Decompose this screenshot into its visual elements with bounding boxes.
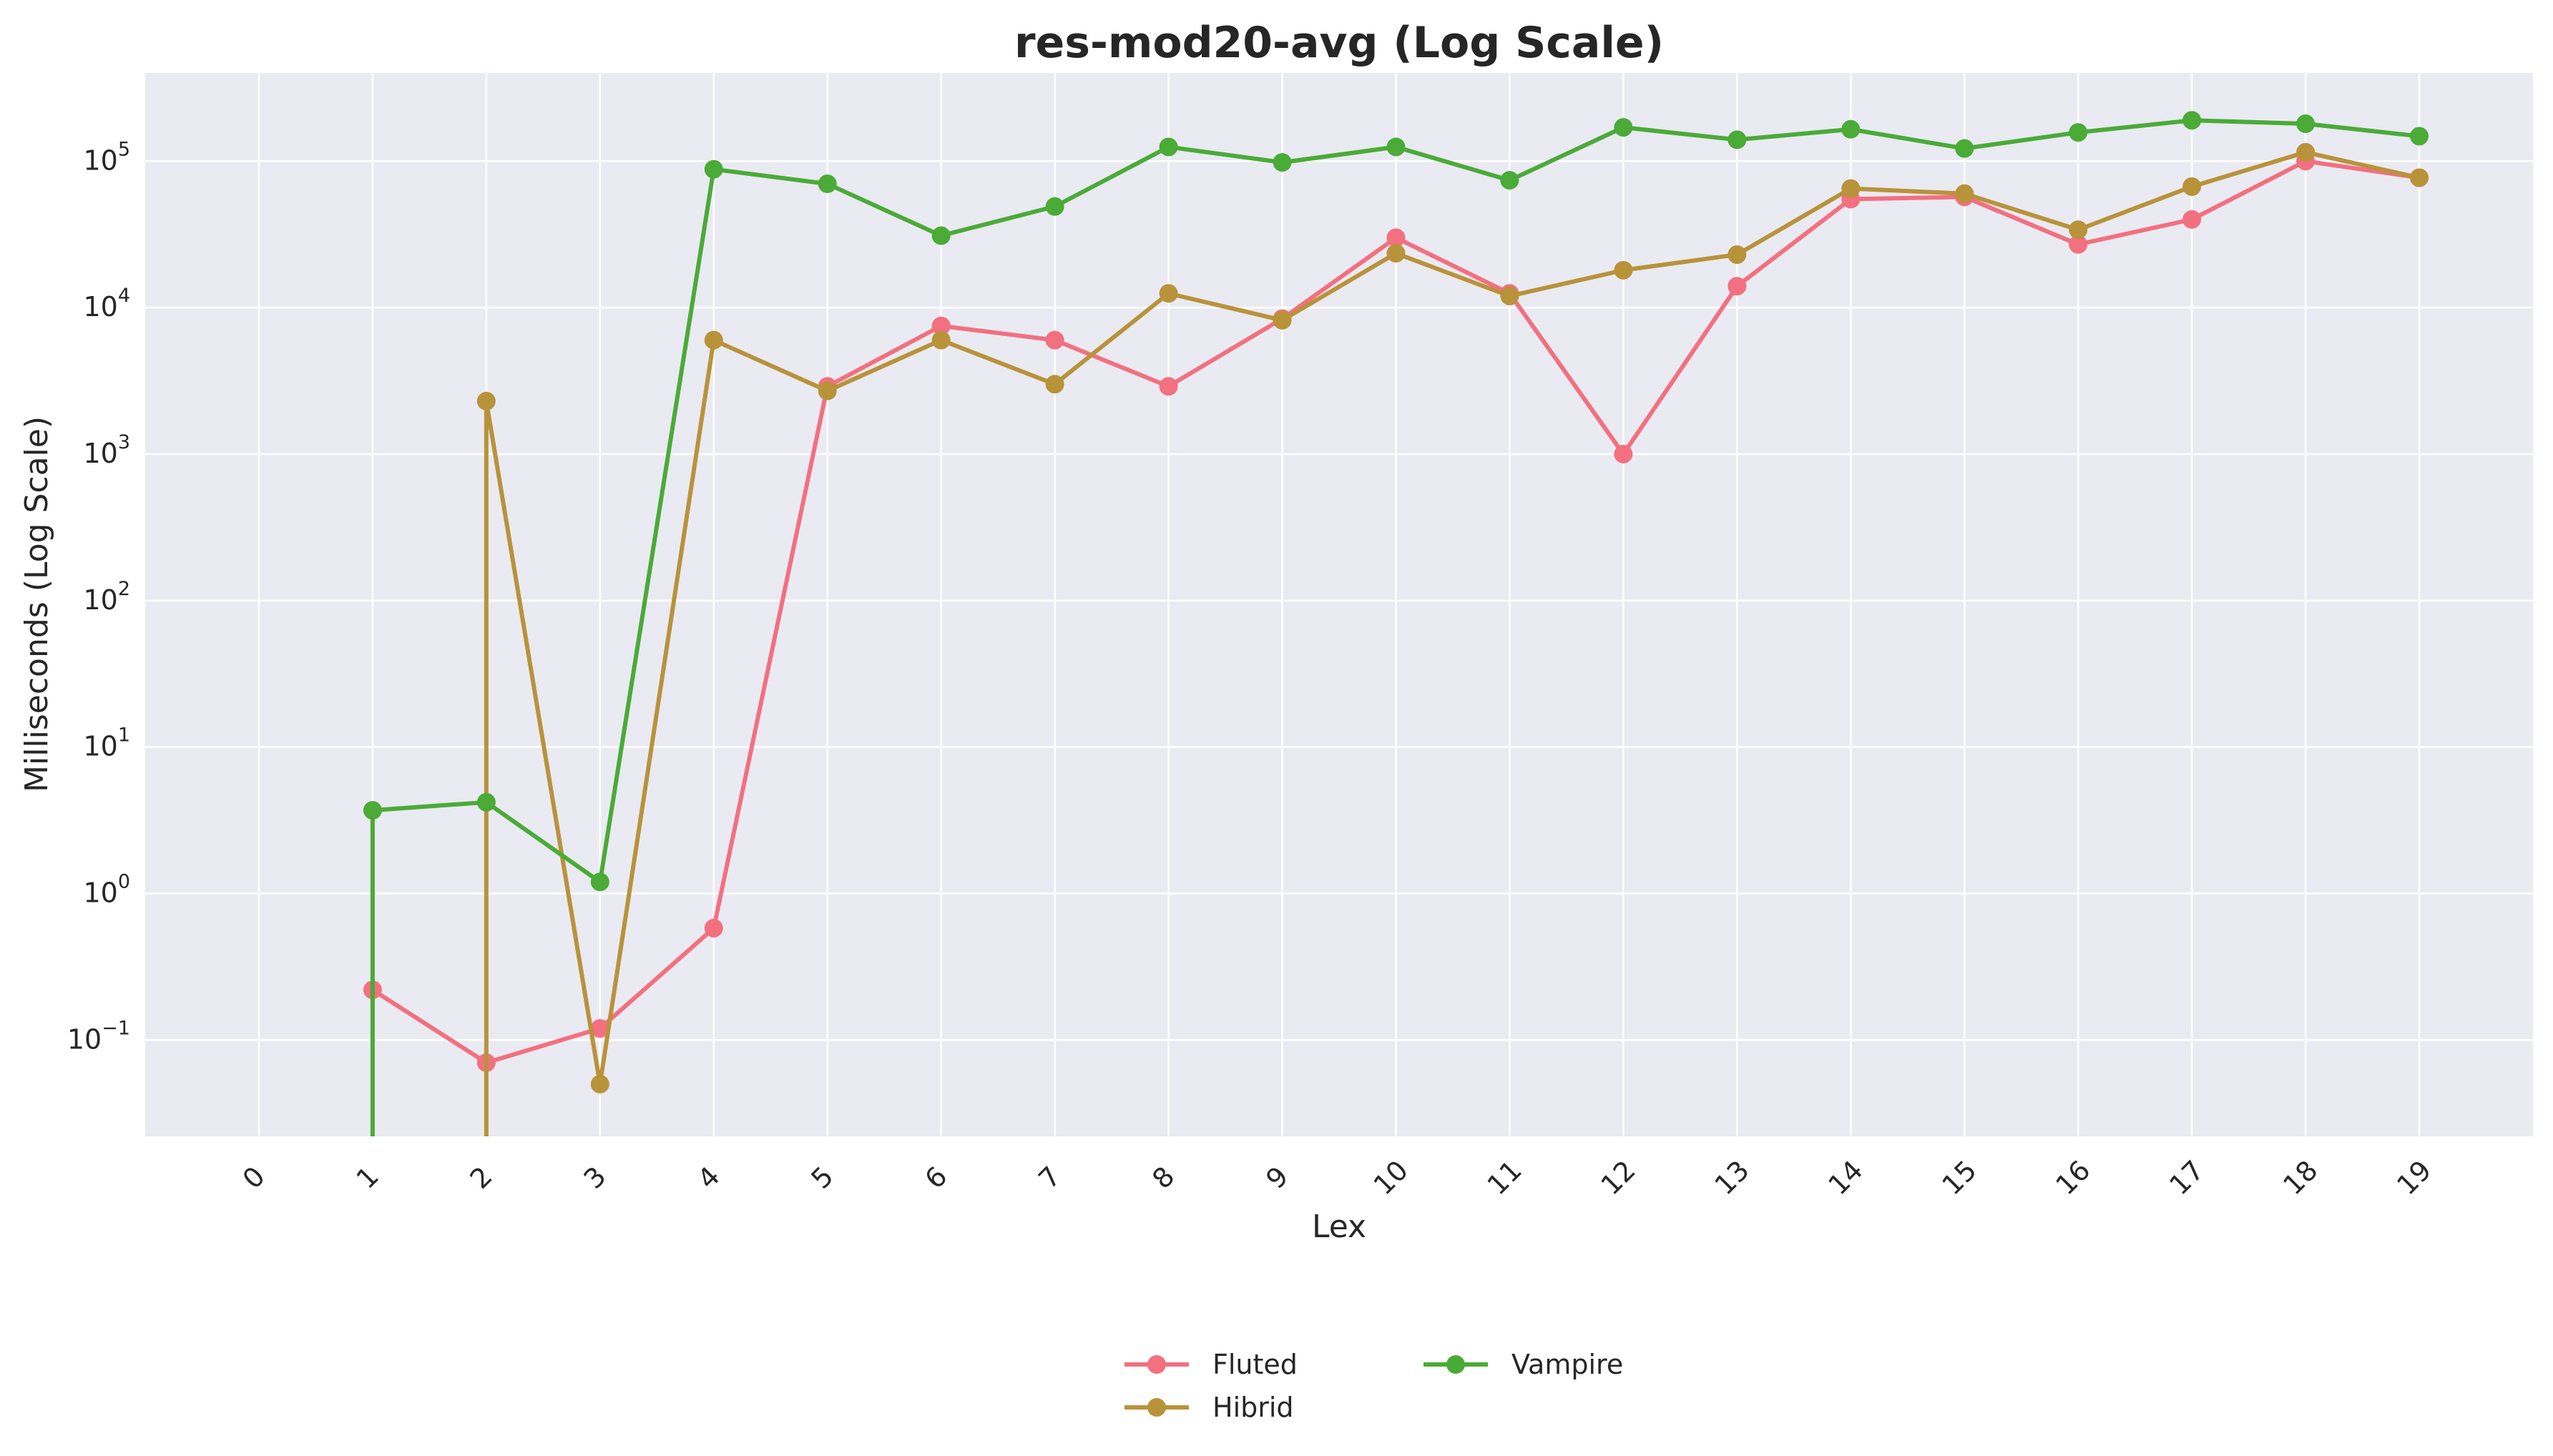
data-point [1386,228,1406,247]
data-point [2182,210,2202,229]
data-point [1159,284,1178,303]
data-point [1500,171,1519,190]
data-point [1614,118,1633,137]
series-hibrid [476,142,2429,1136]
x-tick-label: 18 [2277,1154,2323,1201]
data-point [1728,245,1747,265]
data-point [1386,137,1406,157]
x-tick-label: 14 [1822,1154,1868,1201]
data-point [1841,179,1861,198]
data-point [590,1074,609,1093]
y-axis-ticks: 10−1 100 101 102 103 104 105 [67,138,130,1055]
data-point [1614,444,1633,463]
data-point [2069,235,2088,254]
x-tick-label: 9 [1260,1161,1294,1195]
series-line [484,149,2422,1086]
grid-lines [145,73,2533,1136]
legend-marker [1147,1355,1166,1374]
data-point [2410,127,2429,146]
data-point [2182,177,2202,196]
data-point [363,801,382,820]
y-tick-label: 103 [83,431,130,469]
y-tick-label: 102 [83,578,130,616]
y-tick-label: 101 [83,724,130,762]
data-point [818,174,837,194]
x-tick-label: 4 [691,1161,725,1195]
x-tick-label: 2 [464,1161,499,1195]
y-tick-label: 105 [83,138,130,176]
data-point [2296,114,2316,134]
x-tick-label: 12 [1595,1154,1642,1201]
series-lines [363,111,2429,1136]
y-tick-label: 100 [83,870,130,908]
data-point [2182,111,2202,130]
data-point [1045,197,1064,216]
legend-marker [1147,1398,1166,1417]
x-tick-label: 1 [351,1161,385,1195]
legend-item-hibrid: Hibrid [1124,1392,1294,1423]
data-point [1614,260,1633,280]
data-point [931,226,951,245]
x-tick-label: 17 [2163,1154,2210,1201]
data-point [1159,377,1178,396]
data-point [1159,137,1178,157]
x-tick-label: 19 [2391,1154,2437,1201]
legend: Fluted Hibrid Vampire [1124,1349,1623,1423]
data-point [476,792,496,812]
legend-label: Vampire [1511,1349,1623,1380]
data-point [590,872,609,892]
y-tick-label: 10−1 [67,1017,130,1055]
data-point [1045,375,1064,394]
y-axis-label: Milliseconds (Log Scale) [19,416,55,792]
data-point [931,330,951,350]
x-axis-ticks: 0 1 2 3 4 5 6 7 8 9 10 11 12 13 14 15 16 17 18 19 [237,1154,2438,1201]
x-tick-label: 16 [2049,1154,2096,1201]
x-tick-label: 8 [1146,1161,1180,1195]
x-tick-label: 3 [578,1161,612,1195]
data-point [931,316,951,335]
x-tick-label: 7 [1032,1161,1067,1195]
data-point [1955,184,1974,203]
x-tick-label: 6 [918,1161,953,1195]
data-point [818,381,837,400]
data-point [1841,119,1861,139]
data-point [1273,310,1292,330]
y-tick-label: 104 [83,285,130,323]
data-point [476,391,496,410]
data-point [1728,277,1747,296]
data-point [1500,286,1519,305]
x-tick-label: 10 [1368,1154,1414,1201]
data-point [704,918,723,938]
legend-label: Hibrid [1212,1392,1294,1423]
legend-item-vampire: Vampire [1423,1349,1623,1380]
data-point [704,159,723,179]
data-point [2296,142,2316,162]
data-point [1386,244,1406,263]
data-point [1728,130,1747,149]
data-point [1273,153,1292,172]
legend-item-fluted: Fluted [1124,1349,1298,1380]
data-point [1955,139,1974,158]
chart-title: res-mod20-avg (Log Scale) [1014,18,1664,68]
x-tick-label: 0 [237,1161,271,1195]
x-tick-label: 13 [1708,1154,1755,1201]
data-point [2069,123,2088,142]
series-vampire [363,111,2429,1136]
data-point [2069,220,2088,240]
data-point [1045,330,1064,350]
x-axis-label: Lex [1312,1209,1366,1245]
data-point [2410,168,2429,187]
legend-marker [1446,1355,1465,1374]
plot-area [145,73,2533,1136]
x-tick-label: 15 [1936,1154,1982,1201]
data-point [590,1019,609,1038]
data-point [704,330,723,350]
x-tick-label: 5 [805,1161,839,1195]
legend-label: Fluted [1212,1349,1298,1380]
x-tick-label: 11 [1481,1154,1528,1201]
